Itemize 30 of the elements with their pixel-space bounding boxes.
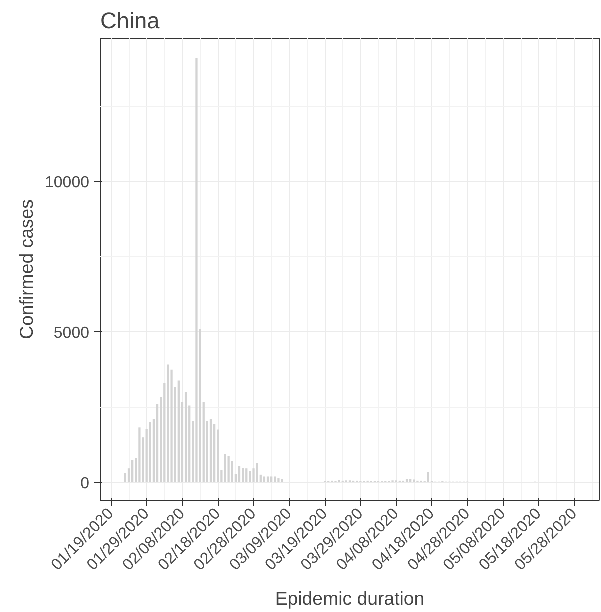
bar: [249, 471, 252, 482]
bar: [196, 58, 198, 482]
bar: [281, 479, 284, 482]
bar: [228, 456, 230, 482]
bar: [246, 468, 248, 482]
bar: [274, 476, 276, 482]
chart-title: China: [100, 8, 160, 34]
bar: [263, 476, 266, 482]
bar: [167, 364, 170, 482]
bar: [406, 479, 408, 482]
bar: [242, 468, 244, 482]
bar: [210, 419, 212, 482]
y-tick-label: 0: [80, 475, 90, 492]
bar: [270, 476, 273, 482]
bar: [138, 428, 141, 482]
bar: [149, 422, 152, 482]
bar: [266, 476, 270, 482]
bar: [413, 480, 416, 482]
y-tick-label: 10000: [45, 174, 90, 192]
bar: [132, 460, 134, 482]
bar: [178, 380, 180, 482]
bar: [278, 478, 280, 482]
y-tick-label: 5000: [54, 324, 90, 342]
bar: [224, 454, 226, 482]
bar: [184, 392, 188, 482]
bar: [410, 479, 412, 482]
y-axis-title: Confirmed cases: [16, 200, 38, 340]
bar: [256, 463, 258, 482]
bar: [238, 466, 241, 482]
x-axis-title: Epidemic duration: [275, 588, 425, 610]
